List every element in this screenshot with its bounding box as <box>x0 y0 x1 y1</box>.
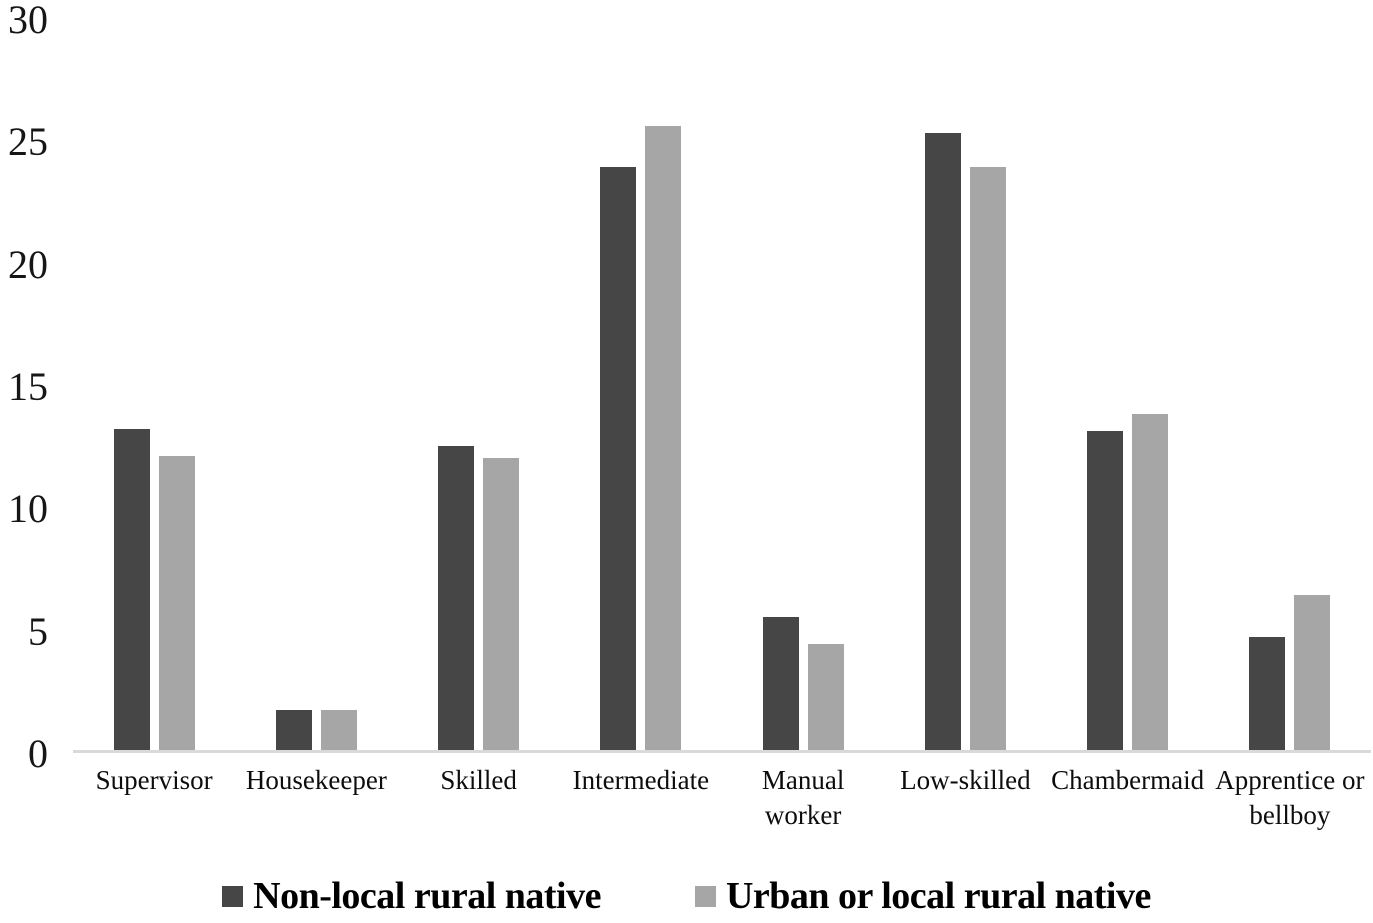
bar-series-light <box>969 167 1006 752</box>
bar-series-dark <box>1087 431 1124 752</box>
y-axis-tick-label: 25 <box>8 119 48 165</box>
bar-series-light <box>483 458 520 752</box>
legend-swatch-light-icon <box>694 886 716 908</box>
y-axis-tick-label: 15 <box>8 364 48 409</box>
bar-series-light <box>158 455 195 752</box>
y-axis-tick-label: 10 <box>8 486 48 532</box>
bar-series-dark <box>275 710 312 752</box>
x-axis-category-label: Apprentice or bellboy <box>1215 765 1365 831</box>
x-axis-category-label: Low-skilled <box>900 765 1031 795</box>
bar-series-dark <box>600 167 637 752</box>
legend-swatch-dark-icon <box>222 886 244 908</box>
x-axis-category-label: Housekeeper <box>245 765 387 795</box>
bar-series-light <box>320 710 357 752</box>
bar-series-light <box>1294 595 1331 752</box>
legend-label-non-local-rural-native: Non-local rural native <box>253 875 601 918</box>
x-axis-category-label: Supervisor <box>95 765 213 795</box>
bar-series-light <box>807 644 844 752</box>
y-axis-tick-label: 30 <box>8 0 48 42</box>
x-axis-line <box>73 750 1371 753</box>
y-axis-tick-label: 20 <box>8 241 48 287</box>
bar-series-light <box>645 125 682 752</box>
x-axis-category-label: Manual worker <box>761 765 845 831</box>
bar-series-dark <box>762 617 799 752</box>
legend-label-urban-or-local-rural-native: Urban or local rural native <box>725 875 1151 918</box>
x-axis-category-label: Skilled <box>440 765 517 795</box>
chart-legend: Non-local rural native Urban or local ru… <box>0 872 1373 922</box>
bar-series-dark <box>1249 637 1286 752</box>
y-axis-tick-label: 0 <box>28 731 48 776</box>
bar-series-dark <box>438 446 475 752</box>
x-axis-category-label: Chambermaid <box>1051 765 1205 795</box>
legend-item-non-local-rural-native: Non-local rural native <box>222 875 601 918</box>
bar-series-dark <box>924 132 961 752</box>
bar-series-light <box>1132 414 1169 752</box>
y-axis-tick-label: 5 <box>28 608 48 654</box>
legend-item-urban-or-local-rural-native: Urban or local rural native <box>694 875 1151 918</box>
bar-series-dark <box>113 429 150 752</box>
x-axis-category-label: Intermediate <box>572 765 710 795</box>
